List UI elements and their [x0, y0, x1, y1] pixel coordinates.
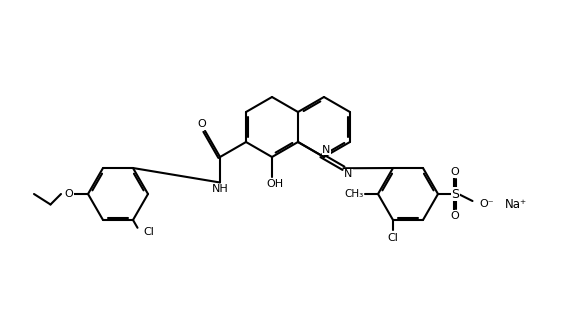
Text: NH: NH [212, 184, 228, 194]
Text: O⁻: O⁻ [480, 199, 494, 209]
Text: Cl: Cl [388, 233, 398, 243]
Text: N: N [344, 169, 353, 179]
Text: Cl: Cl [143, 227, 154, 237]
Text: O: O [450, 211, 459, 221]
Text: Na⁺: Na⁺ [505, 197, 527, 211]
Text: OH: OH [266, 178, 284, 188]
Text: N: N [322, 144, 331, 154]
Text: O: O [198, 119, 206, 129]
Text: S: S [451, 188, 460, 201]
Text: CH₃: CH₃ [344, 189, 364, 199]
Text: O: O [450, 167, 459, 177]
Text: O: O [65, 189, 73, 199]
